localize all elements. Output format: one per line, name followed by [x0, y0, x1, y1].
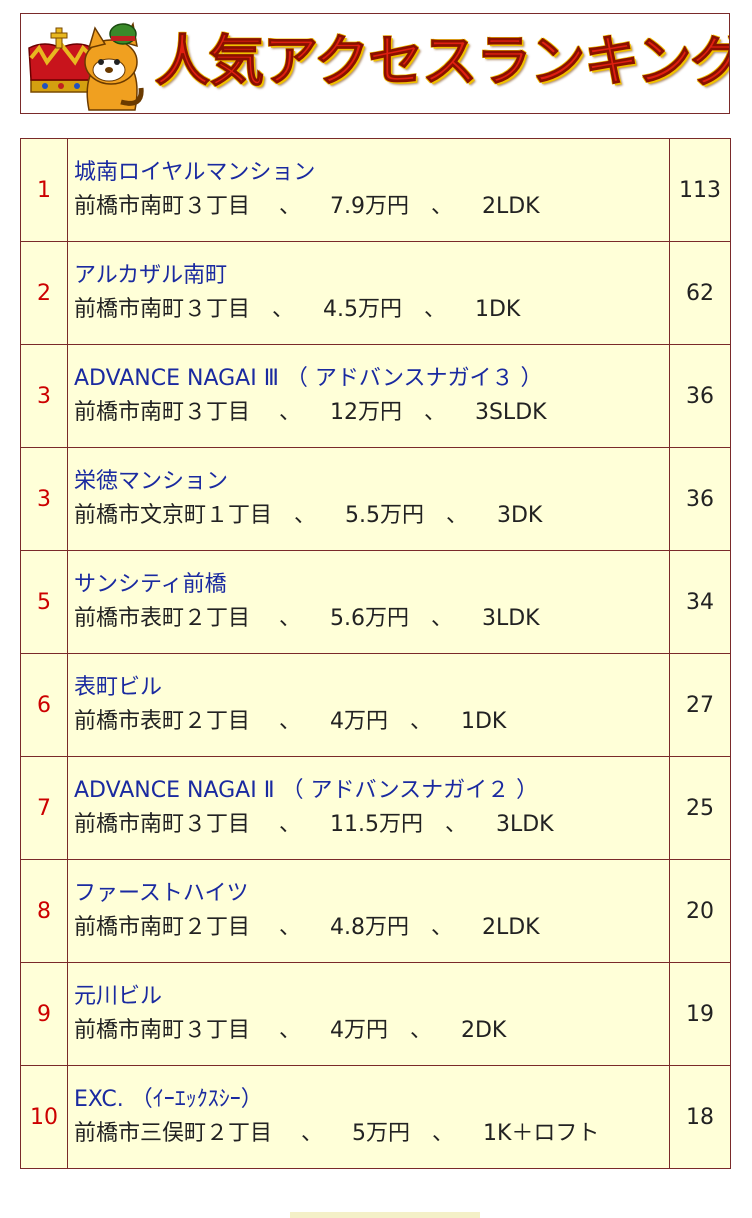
property-name-link[interactable]: ADVANCE NAGAI Ⅱ （ アドバンスナガイ２ ） [74, 778, 539, 803]
property-name-link[interactable]: 元川ビル [74, 984, 163, 1009]
property-info-cell: ADVANCE NAGAI Ⅱ （ アドバンスナガイ２ ） 前橋市南町３丁目 、 … [67, 756, 670, 860]
rank-number: 1 [20, 138, 68, 242]
property-detail: 前橋市南町２丁目 、 4.8万円 、 2LDK [74, 915, 540, 940]
property-info-cell: アルカザル南町前橋市南町３丁目 、 4.5万円 、 1DK [67, 241, 670, 345]
rank-number: 6 [20, 653, 68, 757]
rank-number: 10 [20, 1065, 68, 1169]
bottom-divider [290, 1212, 480, 1218]
property-info-cell: EXC. （ｲｰｴｯｸｽｼｰ） 前橋市三俣町２丁目 、 5万円 、 1K＋ロフト [67, 1065, 670, 1169]
ranking-row: 2 アルカザル南町 前橋市南町３丁目 、 4.5万円 、 1DK 62 [20, 241, 731, 345]
property-detail: 前橋市三俣町２丁目 、 5万円 、 1K＋ロフト [74, 1121, 600, 1146]
property-info-cell: サンシティ前橋前橋市表町２丁目 、 5.6万円 、 3LDK [67, 550, 670, 654]
access-count: 25 [669, 756, 731, 860]
property-detail: 前橋市南町３丁目 、 4.5万円 、 1DK [74, 297, 521, 322]
property-detail: 前橋市文京町１丁目 、 5.5万円 、 3DK [74, 503, 543, 528]
rank-number: 5 [20, 550, 68, 654]
ranking-row: 9 元川ビル 前橋市南町３丁目 、 4万円 、 2DK 19 [20, 962, 731, 1066]
ranking-banner: 人気アクセスランキング [20, 13, 730, 114]
access-count: 36 [669, 447, 731, 551]
property-name-link[interactable]: 栄徳マンション [74, 469, 229, 494]
banner-title: 人気アクセスランキング [155, 29, 730, 94]
rank-number: 9 [20, 962, 68, 1066]
ranking-row: 7 ADVANCE NAGAI Ⅱ （ アドバンスナガイ２ ） 前橋市南町３丁目 、… [20, 756, 731, 860]
property-detail: 前橋市南町３丁目 、 11.5万円 、 3LDK [74, 812, 554, 837]
ranking-row: 3 ADVANCE NAGAI Ⅲ （ アドバンスナガイ３ ） 前橋市南町３丁目 、… [20, 344, 731, 448]
access-count: 36 [669, 344, 731, 448]
crown-mascot-icon [28, 21, 144, 111]
access-count: 18 [669, 1065, 731, 1169]
rank-number: 7 [20, 756, 68, 860]
property-name-link[interactable]: ファーストハイツ [74, 881, 249, 906]
property-name-link[interactable]: サンシティ前橋 [74, 572, 227, 597]
property-detail: 前橋市表町２丁目 、 5.6万円 、 3LDK [74, 606, 540, 631]
property-info-cell: 表町ビル前橋市表町２丁目 、 4万円 、 1DK [67, 653, 670, 757]
access-count: 27 [669, 653, 731, 757]
ranking-row: 3 栄徳マンション 前橋市文京町１丁目 、 5.5万円 、 3DK 36 [20, 447, 731, 551]
property-info-cell: ADVANCE NAGAI Ⅲ （ アドバンスナガイ３ ） 前橋市南町３丁目 、 … [67, 344, 670, 448]
access-count: 20 [669, 859, 731, 963]
rank-number: 3 [20, 344, 68, 448]
property-name-link[interactable]: 城南ロイヤルマンション [74, 160, 316, 185]
rank-number: 2 [20, 241, 68, 345]
property-detail: 前橋市表町２丁目 、 4万円 、 1DK [74, 709, 507, 734]
property-name-link[interactable]: 表町ビル [74, 675, 163, 700]
access-count: 34 [669, 550, 731, 654]
rank-number: 8 [20, 859, 68, 963]
access-count: 62 [669, 241, 731, 345]
access-count: 19 [669, 962, 731, 1066]
property-detail: 前橋市南町３丁目 、 12万円 、 3SLDK [74, 400, 547, 425]
property-info-cell: 元川ビル前橋市南町３丁目 、 4万円 、 2DK [67, 962, 670, 1066]
ranking-row: 10 EXC. （ｲｰｴｯｸｽｼｰ） 前橋市三俣町２丁目 、 5万円 、 1K＋ロフ… [20, 1065, 731, 1169]
property-info-cell: 栄徳マンション前橋市文京町１丁目 、 5.5万円 、 3DK [67, 447, 670, 551]
property-detail: 前橋市南町３丁目 、 7.9万円 、 2LDK [74, 194, 540, 219]
property-name-link[interactable]: EXC. （ｲｰｴｯｸｽｼｰ） [74, 1087, 263, 1112]
ranking-row: 6 表町ビル 前橋市表町２丁目 、 4万円 、 1DK 27 [20, 653, 731, 757]
rank-number: 3 [20, 447, 68, 551]
ranking-row: 1 城南ロイヤルマンション 前橋市南町３丁目 、 7.9万円 、 2LDK 113 [20, 138, 731, 242]
property-info-cell: 城南ロイヤルマンション前橋市南町３丁目 、 7.9万円 、 2LDK [67, 138, 670, 242]
ranking-table: 1 城南ロイヤルマンション 前橋市南町３丁目 、 7.9万円 、 2LDK 113 2 ア… [20, 138, 731, 1169]
property-info-cell: ファーストハイツ前橋市南町２丁目 、 4.8万円 、 2LDK [67, 859, 670, 963]
access-count: 113 [669, 138, 731, 242]
ranking-row: 5 サンシティ前橋 前橋市表町２丁目 、 5.6万円 、 3LDK 34 [20, 550, 731, 654]
ranking-row: 8 ファーストハイツ 前橋市南町２丁目 、 4.8万円 、 2LDK 20 [20, 859, 731, 963]
property-name-link[interactable]: アルカザル南町 [74, 263, 228, 288]
property-detail: 前橋市南町３丁目 、 4万円 、 2DK [74, 1018, 507, 1043]
property-name-link[interactable]: ADVANCE NAGAI Ⅲ （ アドバンスナガイ３ ） [74, 366, 543, 391]
